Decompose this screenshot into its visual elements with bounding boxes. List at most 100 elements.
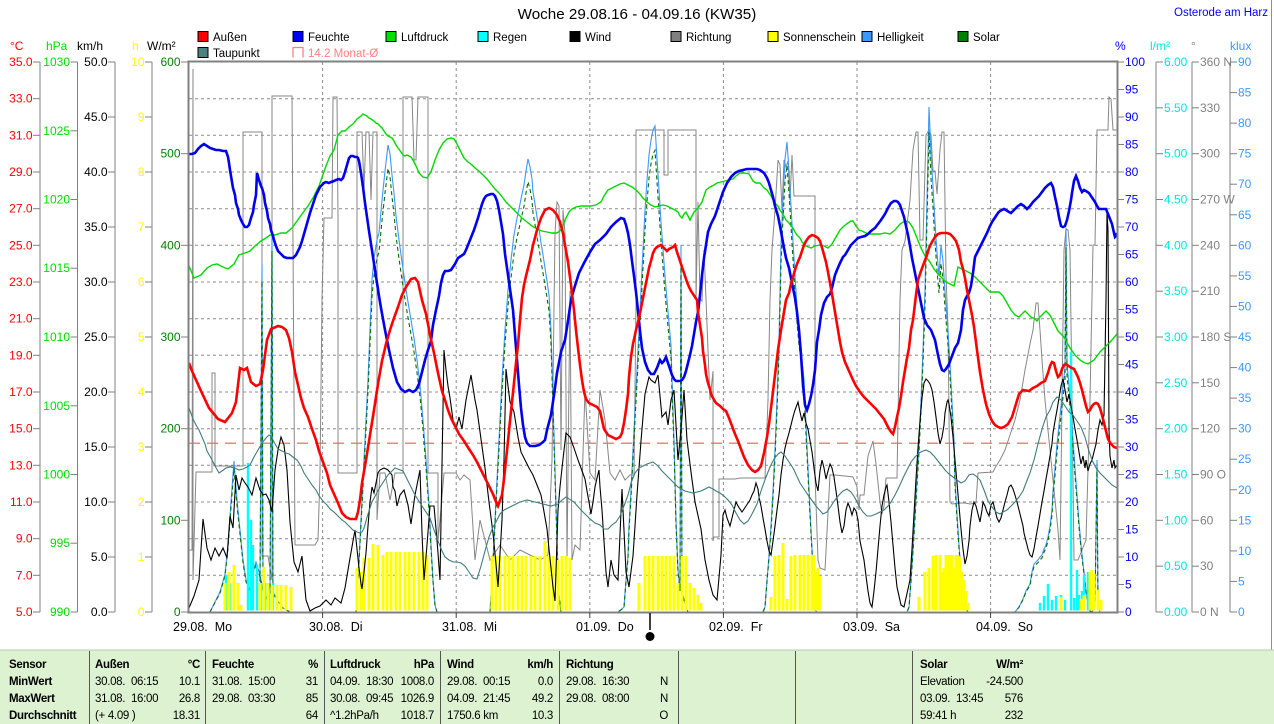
svg-text:Feuchte: Feuchte [308, 32, 350, 44]
svg-text:1026.9: 1026.9 [401, 693, 434, 705]
svg-text:25.0: 25.0 [9, 238, 33, 252]
svg-text:100: 100 [1125, 55, 1145, 69]
svg-text:30.08. 06:15: 30.08. 06:15 [95, 676, 158, 688]
svg-text:90: 90 [1238, 55, 1252, 69]
svg-text:120: 120 [1200, 422, 1220, 436]
svg-text:W/m²: W/m² [147, 39, 176, 53]
svg-text:04.09. 21:45: 04.09. 21:45 [447, 693, 510, 705]
svg-text:90 O: 90 O [1200, 468, 1226, 482]
svg-text:25: 25 [1125, 468, 1139, 482]
svg-text:20.0: 20.0 [84, 385, 108, 399]
svg-text:0: 0 [1125, 605, 1132, 619]
svg-text:50: 50 [1238, 299, 1252, 313]
svg-text:50.0: 50.0 [84, 55, 108, 69]
svg-text:10.1: 10.1 [179, 676, 200, 688]
svg-text:85: 85 [1125, 138, 1139, 152]
svg-text:33.0: 33.0 [9, 92, 33, 106]
svg-text:2.50: 2.50 [1164, 376, 1188, 390]
svg-text:300: 300 [160, 330, 180, 344]
svg-text:02.09. Fr: 02.09. Fr [709, 620, 763, 634]
svg-text:1.00: 1.00 [1164, 513, 1188, 527]
svg-text:N: N [660, 693, 668, 705]
svg-text:1.50: 1.50 [1164, 468, 1188, 482]
svg-text:3.00: 3.00 [1164, 330, 1188, 344]
svg-text:0: 0 [1238, 605, 1245, 619]
svg-text:95: 95 [1125, 83, 1139, 97]
svg-text:3: 3 [138, 440, 145, 454]
svg-text:Regen: Regen [493, 32, 527, 44]
svg-text:180 S: 180 S [1200, 330, 1231, 344]
svg-text:576: 576 [1005, 693, 1023, 705]
svg-text:11.0: 11.0 [10, 495, 33, 509]
svg-text:0.00: 0.00 [1164, 605, 1188, 619]
svg-text:Außen: Außen [95, 659, 130, 671]
svg-text:0 N: 0 N [1200, 605, 1219, 619]
svg-text:1020: 1020 [43, 193, 70, 207]
svg-text:60: 60 [1238, 238, 1252, 252]
svg-text:Helligkeit: Helligkeit [877, 32, 924, 44]
svg-text:2: 2 [138, 495, 145, 509]
svg-text:Woche 29.08.16 - 04.09.16 (KW3: Woche 29.08.16 - 04.09.16 (KW35) [518, 6, 757, 23]
svg-text:64: 64 [306, 710, 319, 722]
svg-text:10.3: 10.3 [532, 710, 553, 722]
svg-text:270 W: 270 W [1200, 193, 1235, 207]
svg-text:55: 55 [1125, 303, 1139, 317]
svg-text:°C: °C [10, 39, 24, 53]
svg-text:1015: 1015 [43, 261, 70, 275]
svg-text:0: 0 [174, 605, 181, 619]
svg-text:6.00: 6.00 [1164, 55, 1188, 69]
svg-text:04.09. 18:30: 04.09. 18:30 [330, 676, 393, 688]
svg-text:5: 5 [1238, 574, 1245, 588]
svg-text:O: O [659, 710, 668, 722]
svg-text:0.0: 0.0 [538, 676, 553, 688]
svg-text:29.08. 08:00: 29.08. 08:00 [566, 693, 629, 705]
svg-text:31.08. 16:00: 31.08. 16:00 [95, 693, 158, 705]
svg-text:13.0: 13.0 [9, 458, 33, 472]
svg-text:990: 990 [50, 605, 70, 619]
svg-text:31.0: 31.0 [9, 128, 33, 142]
svg-text:30.08. Di: 30.08. Di [309, 620, 363, 634]
svg-text:°C: °C [188, 659, 200, 671]
svg-text:80: 80 [1238, 116, 1252, 130]
svg-text:Solar: Solar [920, 659, 948, 671]
svg-text:45: 45 [1238, 330, 1252, 344]
svg-text:40: 40 [1125, 385, 1139, 399]
svg-text:29.08. 03:30: 29.08. 03:30 [212, 693, 275, 705]
svg-text:%: % [1115, 39, 1126, 53]
svg-text:232: 232 [1005, 710, 1023, 722]
svg-text:Sensor: Sensor [9, 659, 47, 671]
svg-text:7: 7 [138, 220, 145, 234]
svg-text:5: 5 [138, 330, 145, 344]
svg-text:MaxWert: MaxWert [9, 693, 55, 705]
svg-text:0.0: 0.0 [91, 605, 108, 619]
svg-text:23.0: 23.0 [9, 275, 33, 289]
svg-text:MinWert: MinWert [9, 676, 53, 688]
svg-text:W/m²: W/m² [996, 659, 1023, 671]
svg-text:Wind: Wind [447, 659, 474, 671]
svg-text:21.0: 21.0 [9, 312, 33, 326]
svg-text:17.0: 17.0 [9, 385, 33, 399]
svg-text:70: 70 [1238, 177, 1252, 191]
svg-text:10.0: 10.0 [84, 495, 108, 509]
svg-text:Außen: Außen [213, 32, 247, 44]
svg-text:1008.0: 1008.0 [401, 676, 434, 688]
svg-text:60: 60 [1125, 275, 1139, 289]
svg-text:29.08. Mo: 29.08. Mo [173, 620, 232, 634]
svg-text:04.09. So: 04.09. So [976, 620, 1033, 634]
svg-text:^1.2hPa/h: ^1.2hPa/h [330, 710, 379, 722]
svg-text:60: 60 [1200, 513, 1214, 527]
svg-text:27.0: 27.0 [9, 202, 33, 216]
svg-text:50: 50 [1125, 330, 1139, 344]
svg-text:h: h [132, 39, 139, 53]
svg-text:14.2 Monat-Ø: 14.2 Monat-Ø [308, 48, 378, 60]
svg-text:Sonnenschein: Sonnenschein [783, 32, 856, 44]
svg-text:1005: 1005 [43, 399, 70, 413]
svg-text:59:41 h: 59:41 h [920, 710, 956, 722]
svg-text:100: 100 [160, 513, 180, 527]
svg-text:35.0: 35.0 [9, 55, 33, 69]
svg-text:°: ° [1191, 39, 1196, 53]
svg-text:300: 300 [1200, 147, 1220, 161]
svg-text:150: 150 [1200, 376, 1220, 390]
svg-text:Wind: Wind [585, 32, 611, 44]
svg-text:40: 40 [1238, 361, 1252, 375]
